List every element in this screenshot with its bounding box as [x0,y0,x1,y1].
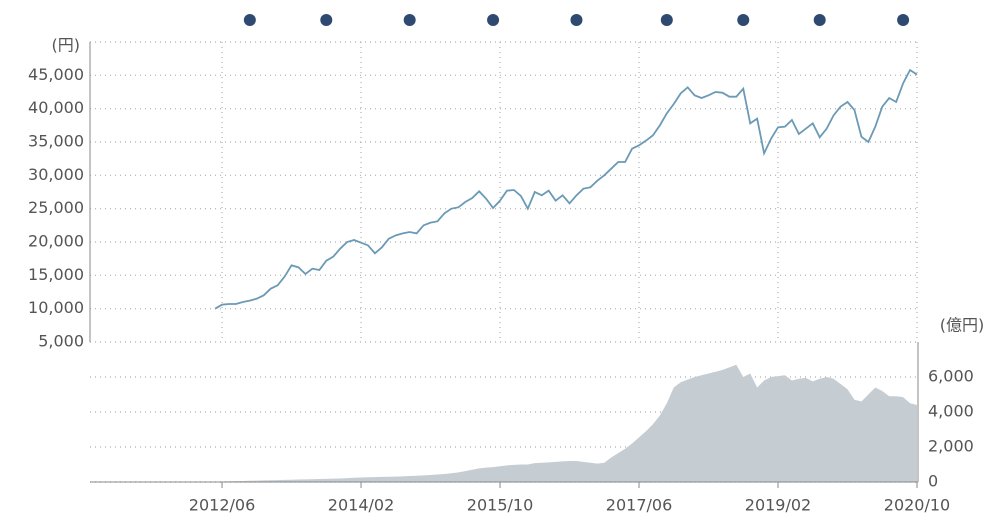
event-dot [570,14,583,26]
y-tick-label: 25,000 [28,198,84,217]
y-tick-label: 10,000 [28,298,84,317]
y-tick-label: 0 [928,472,938,491]
x-tick-label: 2015/10 [467,496,533,515]
y-tick-label: 35,000 [28,132,84,151]
x-tick-label: 2019/02 [745,496,811,515]
y-tick-label: 45,000 [28,65,84,84]
event-dot [243,14,256,26]
y-tick-label: 15,000 [28,265,84,284]
x-tick-label: 2014/02 [328,496,394,515]
event-dot [403,14,416,26]
price-line [214,68,918,310]
y-axis-label: (億円) [940,316,985,335]
y-tick-label: 30,000 [28,165,84,184]
y-tick-label: 40,000 [28,98,84,117]
y-tick-label: 6,000 [928,367,974,386]
y-tick-label: 2,000 [928,437,974,456]
y-tick-label: 20,000 [28,232,84,251]
x-tick-label: 2020/10 [884,496,950,515]
y-tick-label: 4,000 [928,402,974,421]
event-dot [660,14,673,26]
event-dot [813,14,826,26]
y-tick-label: 5,000 [38,332,84,351]
x-tick-label: 2017/06 [606,496,672,515]
event-dot [737,14,750,26]
event-dot [897,14,910,26]
x-tick-label: 2012/06 [189,496,255,515]
asset-area [90,364,917,482]
event-dot [320,14,333,26]
event-dot [487,14,500,26]
y-axis-label: (円) [52,36,81,55]
